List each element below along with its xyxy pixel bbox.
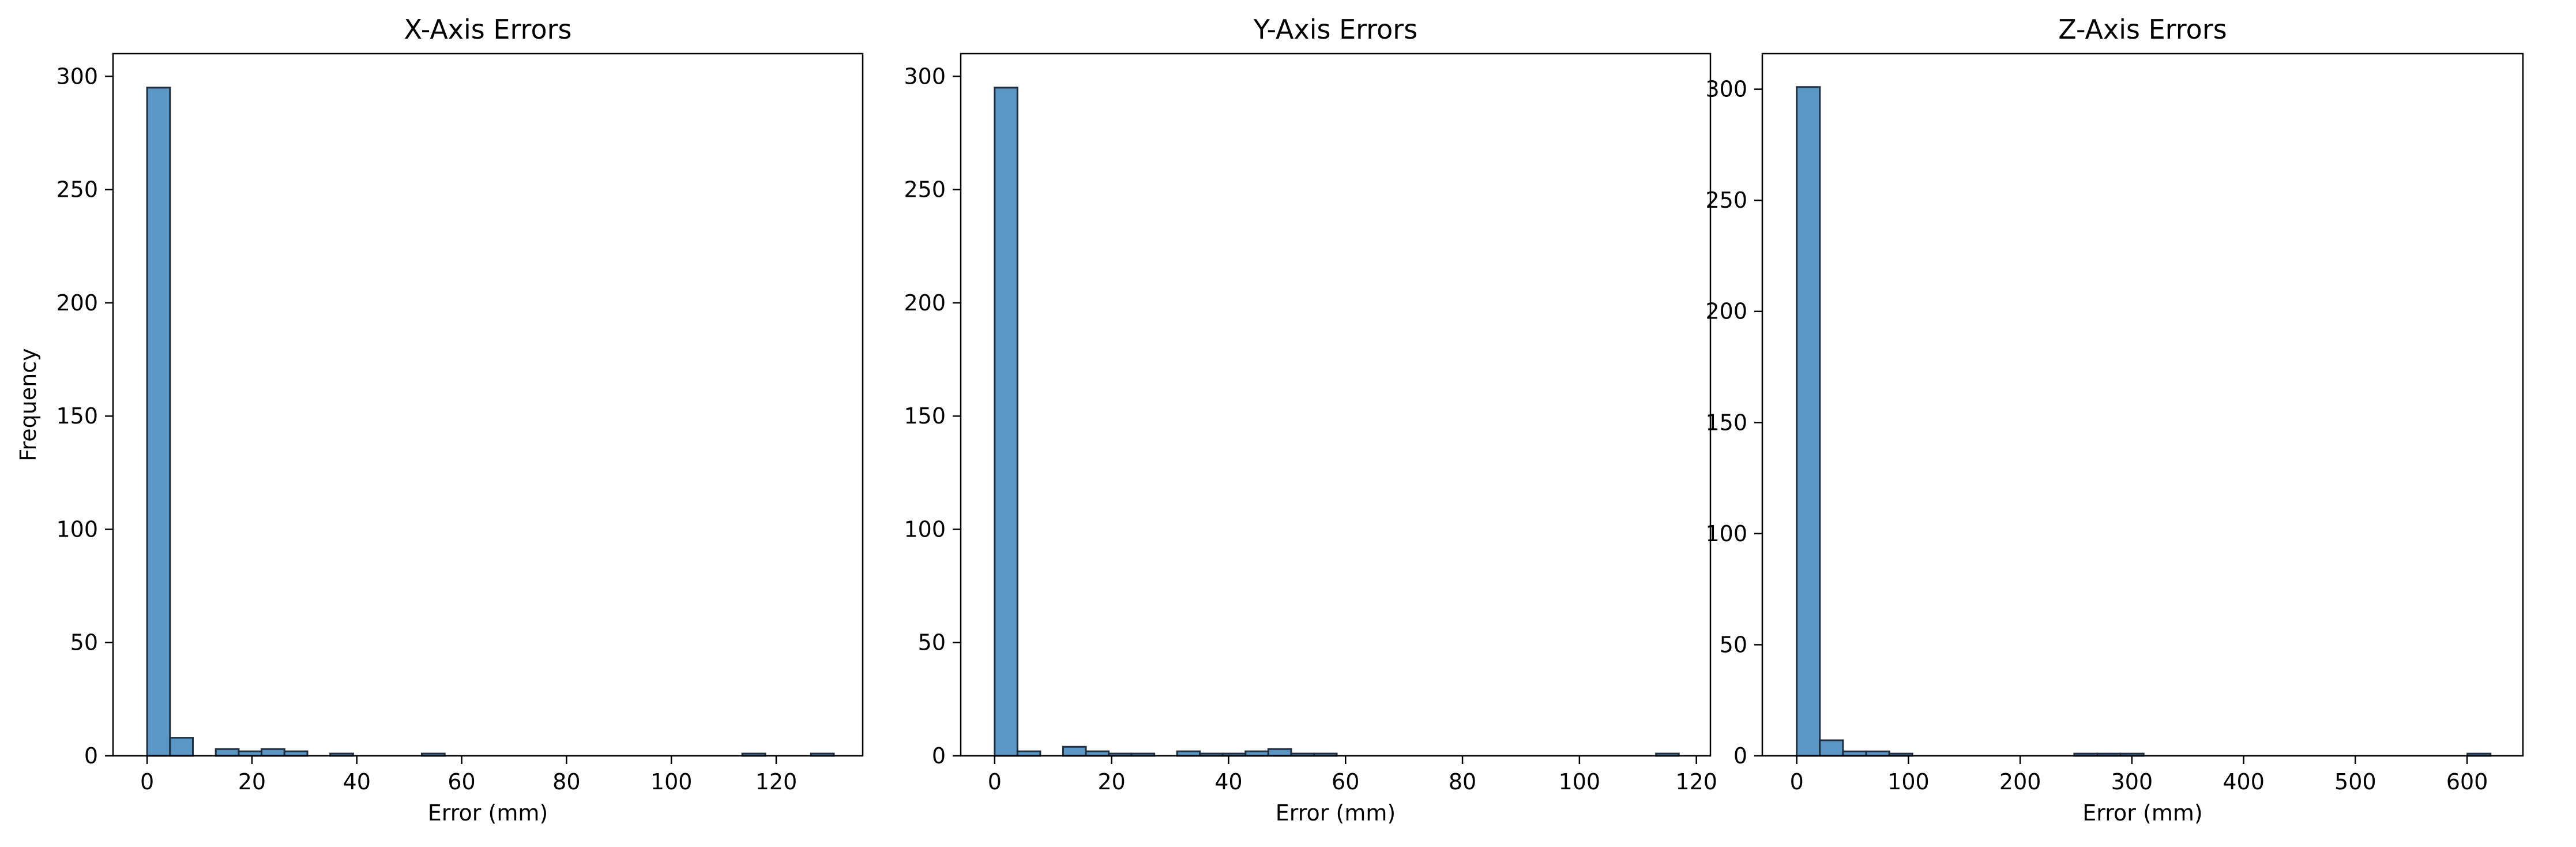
- histogram-bar: [1267, 748, 1292, 757]
- histogram-bar: [146, 87, 171, 757]
- y-tick-label: 250: [1705, 188, 1747, 213]
- x-tick-label: 100: [1887, 769, 1930, 794]
- x-axis-label: Error (mm): [428, 800, 548, 826]
- x-tick-label: 0: [1790, 769, 1804, 794]
- histogram-panel-1: 0 20 40 60 80 100 120 0 50 100 150 200 250 300 X-Axis …: [16, 14, 864, 826]
- x-tick-label: 40: [1214, 769, 1242, 794]
- y-tick-label: 0: [1733, 743, 1747, 769]
- chart-title: X-Axis Errors: [404, 14, 572, 45]
- histogram-bar: [1819, 739, 1844, 757]
- x-tick-label: 60: [1332, 769, 1359, 794]
- y-tick-label: 50: [918, 630, 946, 655]
- x-tick-label: 0: [988, 769, 1002, 794]
- y-tick-label: 200: [1705, 299, 1747, 324]
- x-tick-label: 400: [2222, 769, 2265, 794]
- x-tick-label: 20: [238, 769, 266, 794]
- histogram-bar: [215, 748, 240, 757]
- y-tick-label: 150: [904, 403, 946, 429]
- y-tick-label: 100: [56, 516, 98, 542]
- chart-title: Z-Axis Errors: [2058, 14, 2227, 45]
- histogram-panel-2: 0 20 40 60 80 100 120 0 50 100 150 200 250 300 Y-Axis …: [904, 14, 1717, 826]
- axes-frame: [112, 53, 864, 757]
- chart-title: Y-Axis Errors: [1253, 14, 1417, 45]
- y-tick-label: 200: [904, 290, 946, 316]
- y-tick-label: 250: [56, 177, 98, 203]
- x-tick-label: 100: [650, 769, 693, 794]
- x-axis-label: Error (mm): [1276, 800, 1396, 826]
- y-tick-label: 150: [1705, 410, 1747, 435]
- x-tick-label: 120: [755, 769, 798, 794]
- y-tick-label: 300: [1705, 77, 1747, 102]
- x-tick-label: 60: [447, 769, 475, 794]
- y-tick-label: 0: [84, 743, 98, 769]
- x-tick-label: 80: [1449, 769, 1476, 794]
- axes-frame: [1761, 53, 2524, 757]
- y-tick-label: 150: [56, 403, 98, 429]
- x-tick-label: 20: [1097, 769, 1125, 794]
- histogram-bar: [994, 87, 1018, 757]
- x-tick-label: 600: [2446, 769, 2488, 794]
- y-tick-label: 200: [56, 290, 98, 316]
- y-tick-label: 50: [70, 630, 98, 655]
- x-tick-label: 200: [1999, 769, 2041, 794]
- histogram-bar: [261, 748, 285, 757]
- axes-frame: [960, 53, 1712, 757]
- x-tick-label: 0: [140, 769, 154, 794]
- x-axis-label: Error (mm): [2082, 800, 2202, 826]
- x-tick-label: 120: [1675, 769, 1717, 794]
- y-tick-label: 50: [1720, 632, 1747, 657]
- y-axis-label: Frequency: [16, 348, 41, 461]
- y-tick-label: 300: [904, 63, 946, 89]
- histogram-bar: [169, 737, 194, 757]
- x-tick-label: 500: [2334, 769, 2376, 794]
- y-tick-label: 100: [1705, 521, 1747, 546]
- x-tick-label: 40: [343, 769, 371, 794]
- y-tick-label: 0: [932, 743, 946, 769]
- x-tick-label: 100: [1559, 769, 1601, 794]
- histogram-bar: [1062, 745, 1087, 757]
- y-tick-label: 300: [56, 63, 98, 89]
- y-tick-label: 100: [904, 516, 946, 542]
- histogram-bar: [1796, 86, 1821, 757]
- y-tick-label: 250: [904, 177, 946, 203]
- histogram-panel-3: 0 100 200 300 400 500 600 0 50 100 150 200 250 300 Z-A…: [1705, 14, 2524, 826]
- x-tick-label: 300: [2111, 769, 2153, 794]
- x-tick-label: 80: [552, 769, 580, 794]
